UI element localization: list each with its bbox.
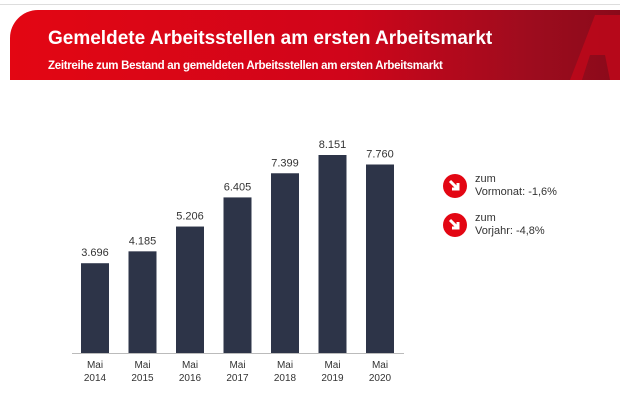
tick-label: 2019 xyxy=(321,373,344,384)
tick-label: Mai xyxy=(277,360,293,371)
bar xyxy=(128,251,157,353)
tick-label: Mai xyxy=(372,360,388,371)
data-label: 7.399 xyxy=(271,157,299,169)
bar xyxy=(176,226,204,353)
bar xyxy=(318,155,347,353)
tick-label: 2016 xyxy=(179,373,202,384)
indicator-vorjahr: zum Vorjahr: -4,8% xyxy=(443,212,545,238)
indicator-label: zum xyxy=(475,212,496,224)
page-subtitle: Zeitreihe zum Bestand an gemeldeten Arbe… xyxy=(48,60,443,72)
tick-label: Mai xyxy=(324,360,340,371)
tick-label: 2015 xyxy=(131,373,154,384)
tick-label: 2020 xyxy=(369,373,392,384)
tick-label: Mai xyxy=(87,360,103,371)
tick-label: Mai xyxy=(134,360,150,371)
header-banner: Gemeldete Arbeitsstellen am ersten Arbei… xyxy=(10,10,620,80)
data-label: 7.760 xyxy=(366,148,394,160)
arrow-down-right-icon xyxy=(443,213,467,237)
bar xyxy=(81,263,109,353)
data-label: 8.151 xyxy=(319,139,347,151)
top-divider xyxy=(0,4,620,5)
tick-label: Mai xyxy=(229,360,245,371)
tick-label: Mai xyxy=(182,360,198,371)
data-label: 4.185 xyxy=(129,235,157,247)
agentur-logo-icon xyxy=(570,15,620,80)
page-title: Gemeldete Arbeitsstellen am ersten Arbei… xyxy=(48,28,493,49)
indicator-value: Vorjahr: -4,8% xyxy=(475,225,545,237)
indicator-vormonat: zum Vormonat: -1,6% xyxy=(443,173,557,199)
arrow-down-right-icon xyxy=(443,174,467,198)
data-label: 5.206 xyxy=(176,211,204,223)
tick-label: 2017 xyxy=(226,373,249,384)
tick-label: 2014 xyxy=(84,373,107,384)
indicator-value: Vormonat: -1,6% xyxy=(475,186,557,198)
data-label: 3.696 xyxy=(81,247,109,259)
data-label: 6.405 xyxy=(224,181,252,193)
indicator-label: zum xyxy=(475,173,496,185)
bar xyxy=(223,197,252,353)
tick-label: 2018 xyxy=(274,373,297,384)
bar xyxy=(271,173,299,353)
bar xyxy=(366,164,394,353)
